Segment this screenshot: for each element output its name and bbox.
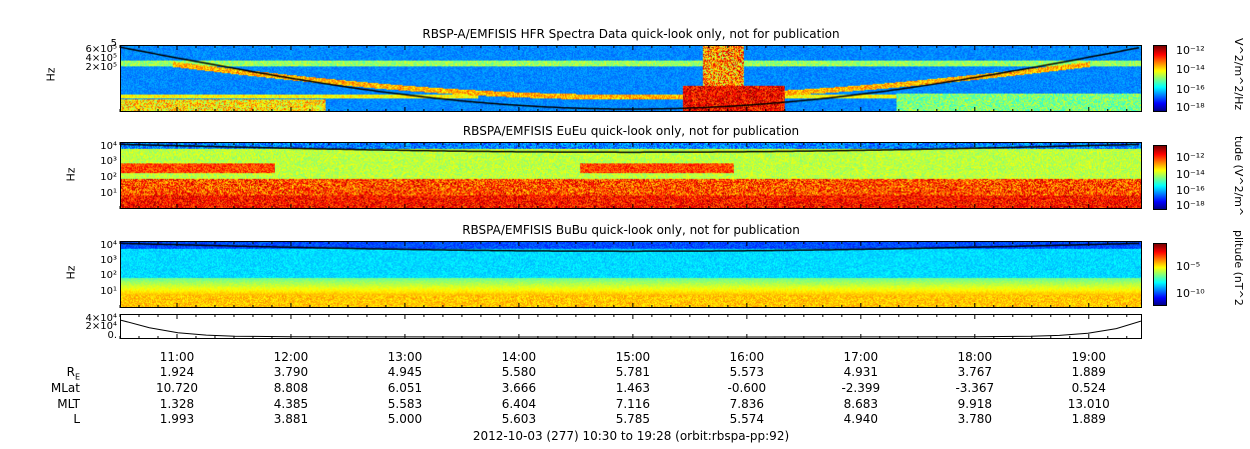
ephemeris-value: 9.918 — [957, 397, 992, 411]
line-y-tick: 4×10⁴ — [85, 313, 117, 324]
bubu-y-tick: 10¹ — [100, 286, 117, 297]
bubu-colorbar-label: plitude (nT^2 — [1232, 230, 1245, 306]
ephemeris-value: 7.836 — [729, 397, 765, 411]
ephemeris-value: -2.399 — [841, 381, 881, 395]
hfr-spectrogram — [120, 45, 1142, 112]
hfr-colorbar — [1153, 45, 1167, 112]
ephemeris-value: 3.790 — [273, 365, 309, 379]
ephemeris-value: -3.367 — [955, 381, 995, 395]
x-tick-label: 13:00 — [387, 350, 423, 364]
bubu-panel-title: RBSPA/EMFISIS BuBu quick-look only, not … — [462, 223, 800, 237]
bubu-y-tick: 10⁴ — [100, 240, 117, 251]
ephemeris-value: 5.583 — [387, 397, 423, 411]
ephemeris-value: 6.051 — [387, 381, 423, 395]
ephemeris-value: 1.463 — [615, 381, 651, 395]
x-tick-label: 18:00 — [957, 350, 993, 364]
hfr-y-tick: 5 — [110, 38, 117, 49]
ephemeris-row-label: MLat — [20, 381, 80, 395]
x-tick-label: 15:00 — [615, 350, 651, 364]
ephemeris-value: 5.785 — [615, 412, 651, 426]
ephemeris-value: 1.889 — [1071, 412, 1106, 426]
x-tick-label: 14:00 — [501, 350, 537, 364]
hfr-colorbar-tick: 10⁻¹² — [1176, 44, 1205, 57]
ephemeris-row-label: RE — [20, 365, 80, 381]
ephemeris-value: 4.940 — [843, 412, 878, 426]
ephemeris-row-label: MLT — [20, 397, 80, 411]
line-y-tick: 0. — [107, 330, 117, 341]
ephemeris-value: 3.767 — [957, 365, 992, 379]
eueu-y-tick: 10¹ — [100, 188, 117, 199]
ephemeris-value: 6.404 — [501, 397, 537, 411]
bubu-spectrogram — [120, 241, 1142, 308]
eueu-y-tick: 10³ — [100, 156, 117, 167]
ephemeris-value: 3.666 — [501, 381, 537, 395]
hfr-y-axis-label: Hz — [44, 67, 58, 82]
ephemeris-value: 5.603 — [501, 412, 537, 426]
ephemeris-value: 5.580 — [501, 365, 537, 379]
x-tick-label: 11:00 — [159, 350, 195, 364]
hfr-y-tick: 6×10⁵ — [85, 44, 117, 55]
eueu-panel-title: RBSPA/EMFISIS EuEu quick-look only, not … — [462, 124, 800, 138]
ephemeris-value: 10.720 — [155, 381, 198, 395]
ephemeris-value: 8.808 — [273, 381, 309, 395]
ephemeris-value: 0.524 — [1071, 381, 1106, 395]
eueu-colorbar — [1153, 145, 1167, 210]
eueu-colorbar-tick: 10⁻¹⁴ — [1176, 168, 1205, 181]
eueu-colorbar-tick: 10⁻¹⁸ — [1176, 199, 1205, 212]
ephemeris-value: 4.945 — [387, 365, 423, 379]
bubu-y-tick: 10² — [100, 270, 117, 281]
bubu-y-tick: 10³ — [100, 255, 117, 266]
eueu-y-tick: 10² — [100, 172, 117, 183]
line-y-tick: 2×10⁴ — [85, 321, 117, 332]
ephemeris-value: 3.780 — [957, 412, 992, 426]
ephemeris-line-plot — [121, 319, 1141, 338]
ephemeris-series-line — [121, 319, 1141, 338]
ephemeris-value: 8.683 — [843, 397, 878, 411]
x-tick-label: 19:00 — [1071, 350, 1107, 364]
ephemeris-value: 1.924 — [159, 365, 195, 379]
ephemeris-row-label: L — [20, 412, 80, 426]
eueu-y-tick: 10⁴ — [100, 141, 117, 152]
x-tick-label: 17:00 — [843, 350, 879, 364]
ephemeris-row-label-text: MLat — [50, 381, 80, 395]
eueu-colorbar-tick: 10⁻¹² — [1176, 151, 1205, 164]
ephemeris-value: -0.600 — [727, 381, 767, 395]
x-tick-label: 16:00 — [729, 350, 765, 364]
hfr-colorbar-tick: 10⁻¹⁸ — [1176, 101, 1205, 114]
eueu-colorbar-tick: 10⁻¹⁶ — [1176, 184, 1205, 197]
ephemeris-row-label-text: MLT — [57, 397, 80, 411]
ephemeris-value: 13.010 — [1067, 397, 1110, 411]
ephemeris-row-label-text: L — [73, 412, 80, 426]
ephemeris-value: 5.574 — [729, 412, 765, 426]
ephemeris-value: 1.993 — [159, 412, 195, 426]
bubu-colorbar — [1153, 243, 1167, 306]
ephemeris-value: 1.889 — [1071, 365, 1106, 379]
hfr-y-tick: 2×10⁵ — [85, 62, 117, 73]
hfr-colorbar-label: V^2/m^2/Hz — [1232, 38, 1245, 111]
bubu-colorbar-tick: 10⁻¹⁰ — [1176, 287, 1205, 300]
hfr-y-tick: 4×10⁵ — [85, 53, 117, 64]
ephemeris-row-label-subscript: E — [74, 372, 80, 382]
hfr-panel-title: RBSP-A/EMFISIS HFR Spectra Data quick-lo… — [422, 27, 840, 41]
ephemeris-value: 4.385 — [273, 397, 309, 411]
ephemeris-row-label-text: R — [66, 365, 75, 379]
ephemeris-value: 3.881 — [273, 412, 309, 426]
ephemeris-line-panel — [120, 314, 1142, 339]
hfr-colorbar-tick: 10⁻¹⁴ — [1176, 63, 1205, 76]
ephemeris-value: 5.573 — [729, 365, 765, 379]
hfr-colorbar-tick: 10⁻¹⁶ — [1176, 83, 1205, 96]
ephemeris-value: 5.781 — [615, 365, 651, 379]
footer-date-range: 2012-10-03 (277) 10:30 to 19:28 (orbit:r… — [472, 429, 790, 443]
ephemeris-value: 4.931 — [843, 365, 878, 379]
ephemeris-value: 1.328 — [159, 397, 195, 411]
x-tick-label: 12:00 — [273, 350, 309, 364]
eueu-spectrogram — [120, 142, 1142, 209]
bubu-colorbar-tick: 10⁻⁵ — [1176, 260, 1201, 273]
ephemeris-value: 7.116 — [615, 397, 651, 411]
eueu-colorbar-label: tude (V^2/m^ — [1232, 136, 1245, 217]
ephemeris-value: 5.000 — [387, 412, 423, 426]
